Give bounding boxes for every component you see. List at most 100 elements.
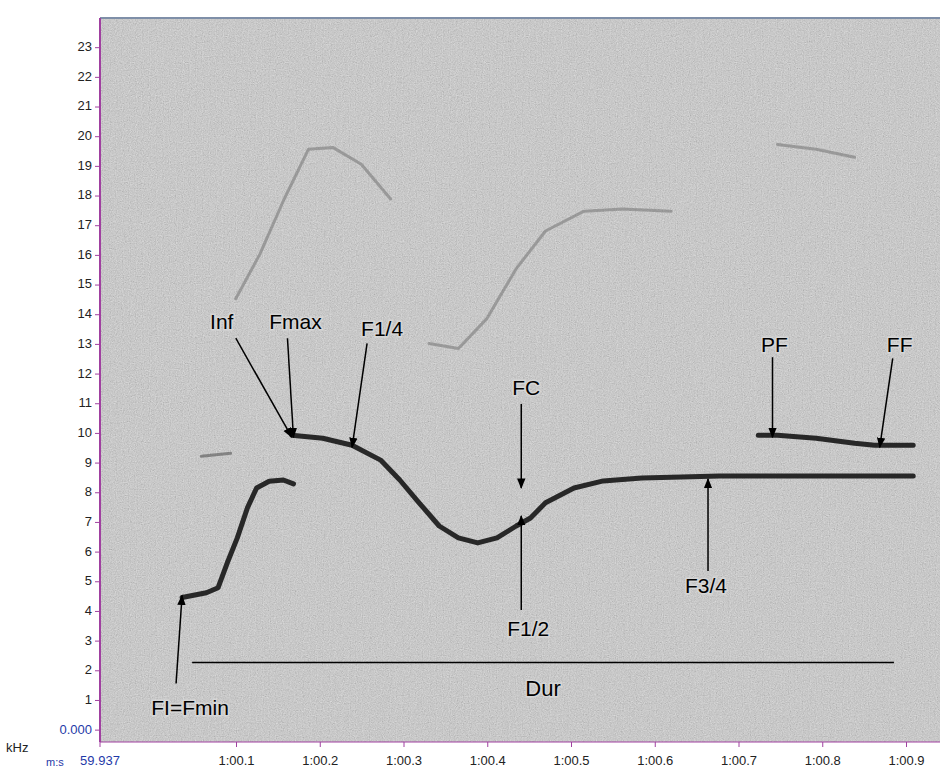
contour-line: [201, 453, 230, 456]
duration-line: [192, 662, 894, 664]
y-tick: [95, 492, 100, 493]
y-axis-line: [99, 18, 101, 742]
y-tick-label: 19: [78, 158, 92, 173]
y-tick-label: 15: [78, 276, 92, 291]
y-tick-label: 0.000: [59, 722, 92, 737]
contour-line: [778, 144, 855, 157]
y-tick-label: 2: [85, 662, 92, 677]
y-tick-label: 16: [78, 247, 92, 262]
y-tick-label: 12: [78, 366, 92, 381]
annotation-label: F3/4: [685, 574, 727, 597]
x-tick-label: 59.937: [80, 753, 120, 768]
contour-line: [236, 147, 391, 298]
contour-line: [429, 209, 671, 348]
annotation-label: Inf: [210, 310, 234, 333]
y-tick-label: 8: [85, 484, 92, 499]
y-tick: [95, 225, 100, 226]
annotation-arrow: [236, 338, 292, 437]
x-tick-label: 1:00.4: [470, 753, 506, 768]
y-tick: [95, 196, 100, 197]
annotation-arrow: [772, 357, 774, 437]
y-tick: [95, 374, 100, 375]
x-tick-label: 1:00.9: [888, 753, 924, 768]
contour-line: [292, 435, 913, 543]
y-tick-label: 10: [78, 425, 92, 440]
x-tick: [487, 742, 488, 747]
y-tick-label: 13: [78, 336, 92, 351]
annotation-label: FI=Fmin: [151, 696, 229, 719]
noise-texture: [100, 18, 940, 742]
x-axis-title: m:s: [46, 756, 64, 768]
annotation-label: F1/4: [361, 317, 403, 340]
y-tick: [95, 136, 100, 137]
y-tick-label: 14: [78, 306, 92, 321]
y-tick-label: 21: [78, 98, 92, 113]
annotation-label: FF: [887, 333, 913, 356]
y-tick: [95, 403, 100, 404]
y-tick: [95, 77, 100, 78]
y-tick-label: 20: [78, 128, 92, 143]
y-tick: [95, 285, 100, 286]
annotation-label: FC: [512, 376, 540, 399]
x-tick: [739, 742, 740, 747]
y-axis-title: kHz: [6, 740, 28, 755]
y-tick-label: 7: [85, 514, 92, 529]
x-tick-label: 1:00.2: [302, 753, 338, 768]
y-tick: [95, 730, 100, 731]
contours: [182, 144, 913, 597]
contour-line: [758, 435, 913, 445]
x-tick: [655, 742, 656, 747]
y-tick: [95, 700, 100, 701]
y-tick: [95, 433, 100, 434]
y-tick: [95, 314, 100, 315]
x-tick-label: 1:00.7: [721, 753, 757, 768]
x-tick: [404, 742, 405, 747]
plot-background: [100, 18, 940, 742]
y-tick: [95, 255, 100, 256]
annotation-arrow: [521, 404, 523, 488]
x-tick-label: 1:00.6: [637, 753, 673, 768]
chart: 0.00012345678910111213141516171819202122…: [0, 0, 950, 774]
y-tick: [95, 641, 100, 642]
x-tick: [571, 742, 572, 747]
y-tick: [95, 344, 100, 345]
y-tick-label: 3: [85, 633, 92, 648]
y-tick: [95, 463, 100, 464]
x-tick: [100, 742, 101, 747]
y-tick: [95, 552, 100, 553]
annotation-label: Dur: [525, 676, 560, 701]
x-tick-label: 1:00.3: [386, 753, 422, 768]
y-tick-label: 1: [85, 692, 92, 707]
plot-top-border: [100, 17, 940, 19]
y-tick: [95, 581, 100, 582]
x-tick: [236, 742, 237, 747]
annotation-arrow: [880, 358, 893, 447]
annotation-arrow: [287, 338, 293, 437]
y-tick-label: 11: [79, 395, 93, 410]
annotation-label: F1/2: [507, 617, 549, 640]
annotation-arrow: [176, 595, 182, 683]
y-tick: [95, 107, 100, 108]
annotation-arrow: [521, 516, 523, 610]
y-tick-label: 5: [85, 573, 92, 588]
y-tick-label: 9: [85, 455, 92, 470]
y-tick-label: 23: [78, 39, 92, 54]
x-tick-label: 1:00.5: [553, 753, 589, 768]
page-background: [0, 0, 950, 774]
y-tick-label: 22: [78, 69, 92, 84]
annotation-arrow: [707, 479, 709, 571]
y-tick-label: 17: [78, 217, 92, 232]
y-tick: [95, 522, 100, 523]
x-axis-line: [100, 742, 940, 743]
annotation-arrow: [352, 343, 367, 447]
y-tick: [95, 611, 100, 612]
x-tick: [906, 742, 907, 747]
x-tick-label: 1:00.1: [218, 753, 254, 768]
y-tick-label: 6: [85, 544, 92, 559]
y-tick: [95, 166, 100, 167]
contour-line: [182, 480, 293, 598]
x-tick-label: 1:00.8: [805, 753, 841, 768]
y-tick: [95, 47, 100, 48]
x-tick: [320, 742, 321, 747]
y-tick-label: 4: [85, 603, 92, 618]
